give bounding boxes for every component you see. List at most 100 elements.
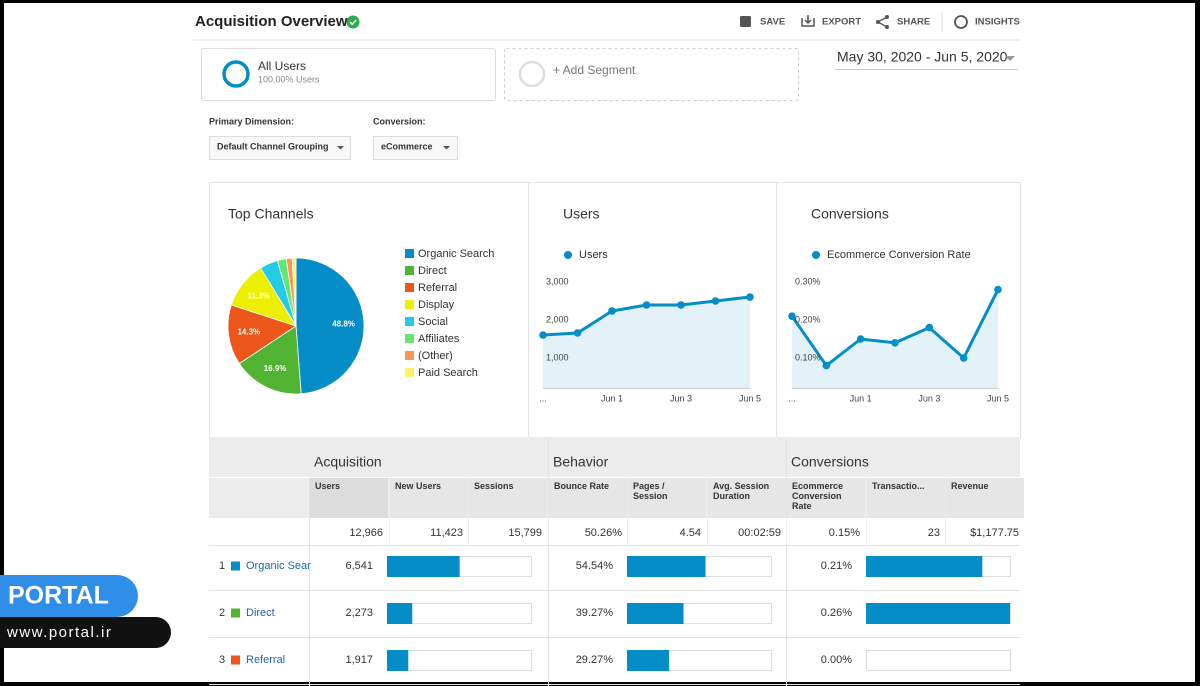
watermark-url-pill [0,617,171,648]
date-range[interactable]: May 30, 2020 - Jun 5, 2020 [837,49,1008,65]
watermark-brand: PORTAL [8,582,109,610]
add-segment[interactable]: + Add Segment [553,63,636,77]
total-value: 00:02:59 [738,527,781,539]
bar [627,650,670,671]
action-label[interactable]: INSIGHTS [975,17,1020,28]
x-tick-label: Jun 3 [670,393,692,403]
point[interactable] [856,335,865,343]
add-segment-ring [518,60,546,88]
legend-swatch [405,368,414,377]
page-title: Acquisition Overview [195,13,348,30]
conversion-rate-value: 0.00% [821,654,852,666]
point[interactable] [925,323,934,332]
segment-share: 100.00% Users [258,74,320,84]
column-header[interactable] [549,478,627,518]
bar-track [387,650,532,671]
legend-label: Direct [418,265,447,277]
users-value: 1,917 [345,654,373,666]
watermark-pill [0,575,138,617]
dropdown-arrow [443,146,450,150]
conversion-rate-value: 0.26% [821,607,852,619]
segment-name: All Users [258,59,306,73]
group-label: Conversions [791,454,869,470]
x-tick-label: Jun 3 [918,393,940,403]
point[interactable] [959,354,968,362]
legend-swatch [405,334,414,343]
point[interactable] [608,307,616,315]
save-icon[interactable] [740,16,751,27]
channel-name[interactable]: Direct [246,607,275,619]
column-header[interactable] [310,478,388,518]
point[interactable] [677,301,685,309]
column-header-label: New Users [395,481,442,491]
y-tick-label: 0.20% [795,314,821,324]
conversion-dropdown[interactable] [373,136,458,160]
point[interactable] [788,312,796,321]
segment-card[interactable] [201,48,496,101]
add-segment-card[interactable] [504,48,799,101]
bar [627,556,706,577]
point[interactable] [994,285,1002,294]
column-header[interactable] [628,478,706,518]
column-header[interactable] [787,478,865,518]
primary-dimension-label: Primary Dimension: [209,116,294,126]
column-header[interactable] [946,478,1024,518]
row-rank: 2 [219,607,225,619]
total-value: $1,177.75 [970,527,1019,539]
legend-label: Display [418,299,455,311]
pie-slice [227,304,297,365]
total-value: 23 [928,527,940,539]
point[interactable] [539,331,547,339]
export-icon[interactable] [801,15,815,27]
point[interactable] [711,297,720,305]
column-header[interactable] [867,478,945,518]
pie-label: 11.3% [248,292,270,301]
channel-name[interactable]: Organic Sear [246,560,311,572]
point[interactable] [642,301,651,309]
bar [866,603,1010,624]
legend-swatch [405,266,414,275]
action-label[interactable]: SAVE [760,17,785,28]
action-label[interactable]: EXPORT [822,17,861,28]
column-header[interactable] [390,478,468,518]
bar [866,556,983,577]
y-tick-label: 2,000 [546,314,569,324]
area [792,289,998,389]
total-value: 12,966 [349,527,383,539]
legend-dot [812,251,820,259]
x-tick-label: ... [788,393,796,403]
legend-label: Users [579,249,608,261]
total-value: 4.54 [680,527,701,539]
point[interactable] [746,293,754,301]
chart-title: Users [563,206,600,222]
row-rank: 1 [219,560,225,572]
action-label[interactable]: SHARE [897,17,930,28]
legend-label: Social [418,316,448,328]
column-header[interactable] [469,478,547,518]
share-icon[interactable] [876,15,889,29]
bounce-rate-value: 54.54% [576,560,614,572]
primary-dimension-value: Default Channel Grouping [217,141,329,151]
total-value: 15,799 [508,527,542,539]
primary-dropdown[interactable] [209,136,351,160]
point[interactable] [573,329,582,337]
users-value: 2,273 [345,607,373,619]
x-tick-label: Jun 1 [850,393,872,403]
legend-label: Organic Search [418,248,494,260]
pie-slice [238,325,302,395]
column-header[interactable] [708,478,786,518]
verified-check [349,19,357,26]
y-tick-label: 0.30% [795,276,821,286]
channel-name[interactable]: Referral [246,654,285,666]
date-arrow[interactable] [1005,56,1015,61]
conversion-label: Conversion: [373,116,426,126]
insights-icon[interactable] [954,15,968,29]
point[interactable] [822,361,831,370]
x-tick-label: Jun 1 [601,393,623,403]
legend-swatch [405,249,414,258]
point[interactable] [891,339,899,347]
chart-title: Top Channels [228,206,314,222]
legend-label: Paid Search [418,367,478,379]
y-tick-label: 3,000 [546,276,569,286]
